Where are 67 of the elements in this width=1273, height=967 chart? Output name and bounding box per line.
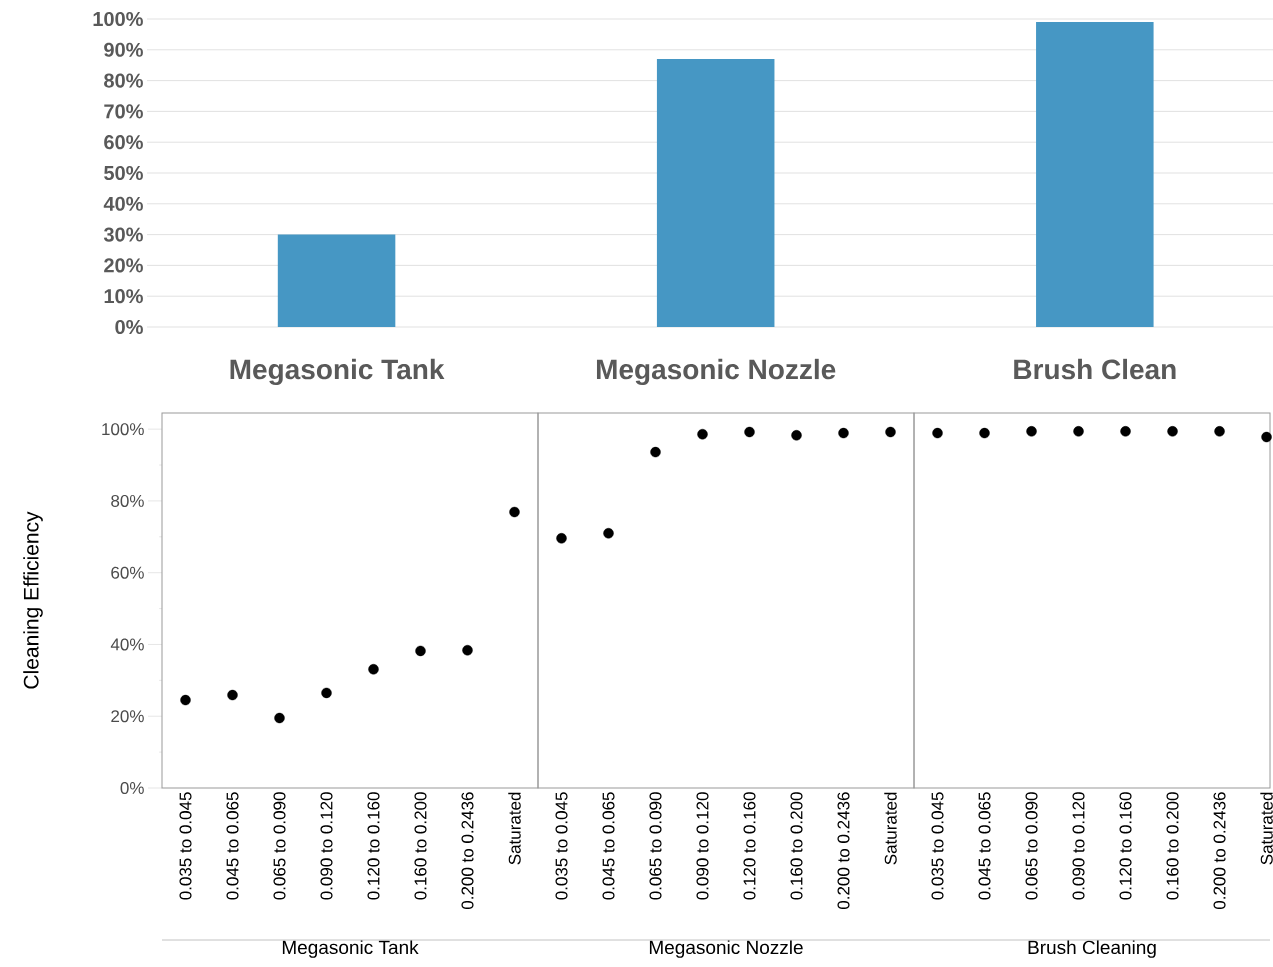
x-tick-label: 0.035 to 0.045 (931, 792, 944, 900)
y-axis-title: Cleaning Efficiency (23, 511, 43, 689)
y-tick-label: 60% (104, 135, 143, 150)
x-tick-label: Megasonic Nozzle (596, 358, 836, 386)
y-tick-label: 70% (104, 104, 143, 119)
x-tick-label: Saturated (1260, 792, 1273, 865)
y-tick-label: 30% (103, 227, 143, 242)
x-tick-label: 0.045 to 0.065 (978, 792, 991, 900)
y-tick-label: 90% (104, 42, 143, 57)
point (368, 664, 379, 675)
y-tick-label: 20% (104, 258, 143, 273)
x-tick-label: 0.120 to 0.160 (743, 792, 756, 900)
x-axis-title: Brush Cleaning (1028, 940, 1156, 958)
y-tick-label: 10% (104, 289, 143, 304)
point (180, 694, 191, 706)
x-tick-label: Brush Clean (1014, 358, 1176, 380)
y-tick-label: 40% (103, 196, 143, 211)
point (838, 427, 849, 439)
bar (1036, 22, 1154, 327)
x-tick-label: Saturated (508, 792, 521, 865)
x-axis-title: Megasonic Nozzle (649, 940, 803, 958)
point (462, 645, 473, 656)
bar (277, 234, 396, 327)
x-tick-label: 0.200 to 0.2436 (837, 792, 850, 910)
x-tick-label: 0.065 to 0.090 (273, 792, 286, 900)
point (556, 533, 567, 544)
point (697, 428, 708, 440)
x-tick-label: Megasonic Tank (230, 358, 445, 386)
x-tick-label: 0.090 to 0.120 (320, 792, 333, 900)
point (885, 426, 896, 438)
x-tick-label: 0.120 to 0.160 (367, 792, 380, 900)
y-tick-label: 80% (111, 494, 144, 507)
x-tick-label: 0.200 to 0.2436 (1213, 792, 1226, 910)
point (509, 506, 520, 518)
point (415, 645, 426, 657)
x-tick-label: 0.090 to 0.120 (1072, 792, 1085, 900)
y-tick-label: 0% (120, 781, 144, 795)
x-tick-label: 0.065 to 0.090 (1025, 792, 1038, 900)
x-tick-label: 0.160 to 0.200 (1166, 792, 1179, 900)
point (321, 687, 332, 699)
x-tick-label: 0.035 to 0.045 (555, 792, 568, 900)
point (791, 430, 802, 441)
y-tick-label: 100% (102, 423, 144, 436)
point (227, 689, 238, 701)
y-tick-label: 80% (104, 73, 143, 88)
x-tick-label: 0.120 to 0.160 (1119, 792, 1132, 900)
y-tick-label: 100% (93, 11, 143, 27)
point (650, 446, 661, 458)
y-tick-label: 60% (111, 566, 144, 579)
x-tick-label: 0.160 to 0.200 (790, 792, 803, 900)
y-tick-label: 0% (115, 319, 143, 335)
y-tick-label: 50% (104, 165, 143, 181)
x-axis-title: Megasonic Tank (282, 940, 419, 958)
point (274, 712, 285, 724)
x-tick-label: 0.160 to 0.200 (414, 792, 427, 900)
y-tick-label: 20% (111, 710, 144, 723)
x-tick-label: 0.200 to 0.2436 (461, 792, 474, 910)
point (744, 426, 755, 438)
point (603, 528, 614, 539)
x-tick-label: 0.090 to 0.120 (696, 792, 709, 900)
bar (656, 59, 775, 327)
x-tick-label: 0.045 to 0.065 (226, 792, 239, 900)
x-tick-label: Saturated (884, 792, 897, 865)
x-tick-label: 0.045 to 0.065 (602, 792, 615, 900)
x-tick-label: 0.035 to 0.045 (179, 792, 192, 900)
x-tick-label: 0.065 to 0.090 (649, 792, 662, 900)
y-tick-label: 40% (110, 638, 144, 651)
